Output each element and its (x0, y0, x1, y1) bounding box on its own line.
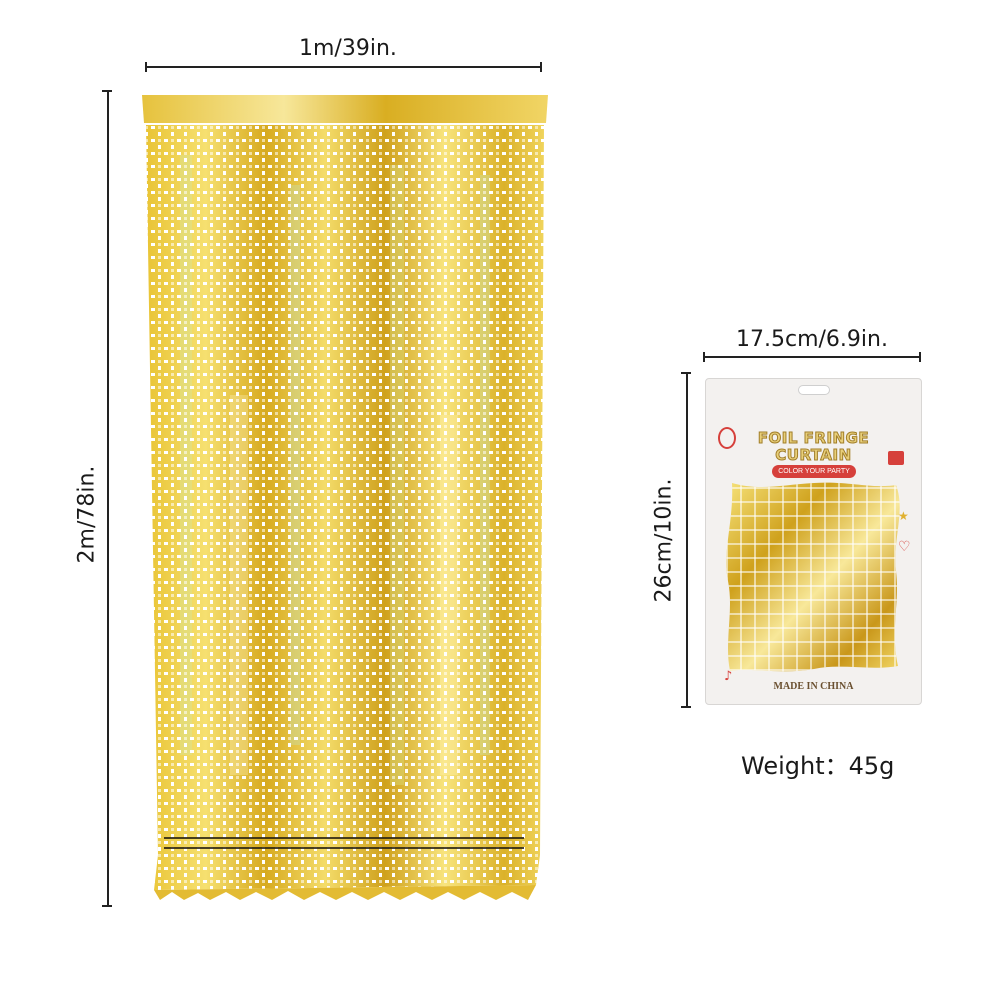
curtain-height-tick-top (102, 90, 112, 92)
product-package: FOIL FRINGE CURTAIN COLOR YOUR PARTY ♡ ♪… (705, 378, 922, 705)
package-width-line (703, 356, 921, 358)
package-height-tick-bottom (681, 706, 691, 708)
package-height-label: 26cm/10in. (651, 478, 677, 603)
curtain-width-tick-left (145, 62, 147, 72)
package-height-tick-top (681, 372, 691, 374)
hang-hole (798, 385, 830, 395)
balloon-icon (718, 427, 736, 449)
package-width-label: 17.5cm/6.9in. (736, 327, 888, 352)
package-origin-label: MADE IN CHINA (773, 681, 854, 692)
package-title-line2: CURTAIN (775, 446, 852, 465)
package-title-line1: FOIL FRINGE (757, 429, 870, 448)
package-height-line (686, 372, 688, 708)
package-tagline-badge: COLOR YOUR PARTY (772, 465, 856, 478)
curtain-height-label: 2m/78in. (74, 465, 100, 564)
curtain-height-tick-bottom (102, 905, 112, 907)
curtain-height-line (107, 90, 109, 907)
gift-icon (888, 451, 904, 465)
music-note-icon: ♪ (724, 669, 733, 684)
foil-fringe-curtain-image (142, 95, 548, 900)
package-foil-window (726, 482, 900, 672)
package-width-tick-left (703, 352, 705, 362)
package-width-tick-right (919, 352, 921, 362)
curtain-width-line (145, 66, 542, 68)
heart-icon: ♡ (898, 539, 911, 555)
star-icon: ★ (898, 509, 909, 523)
weight-label: Weight：45g (741, 752, 895, 780)
curtain-width-tick-right (540, 62, 542, 72)
curtain-width-label: 1m/39in. (299, 36, 397, 61)
